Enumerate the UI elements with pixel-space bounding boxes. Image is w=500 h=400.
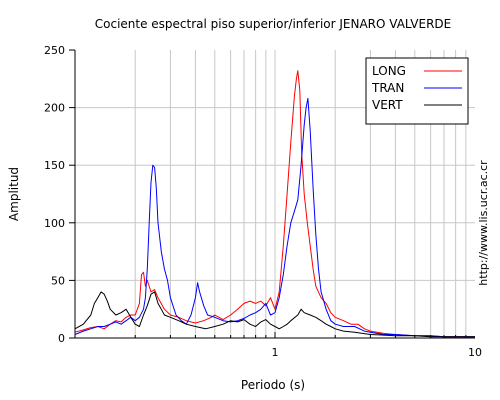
y-tick-label: 50 — [51, 274, 65, 287]
x-tick-label: 10 — [468, 346, 482, 359]
chart-legend: LONG TRAN VERT — [365, 57, 469, 125]
series-line-vert — [74, 291, 475, 338]
series-line-long — [74, 70, 475, 338]
y-tick-label: 100 — [44, 217, 65, 230]
y-tick-label: 150 — [44, 159, 65, 172]
y-tick-label: 0 — [58, 332, 65, 345]
chart-title: Cociente espectral piso superior/inferio… — [95, 17, 452, 31]
chart-ticks: 0 50 100 150 200 250 1 10 — [44, 44, 482, 359]
source-credit: http://www.lis.ucr.ac.cr — [477, 160, 490, 286]
x-axis-label: Periodo (s) — [241, 378, 305, 392]
chart-series — [74, 70, 475, 338]
y-tick-label: 200 — [44, 102, 65, 115]
legend-label-tran: TRAN — [371, 81, 404, 95]
x-tick-label: 1 — [272, 346, 279, 359]
legend-label-long: LONG — [372, 64, 406, 78]
legend-label-vert: VERT — [372, 98, 403, 112]
y-axis-label: Amplitud — [7, 167, 21, 221]
legend-box — [365, 57, 469, 125]
y-tick-label: 250 — [44, 44, 65, 57]
